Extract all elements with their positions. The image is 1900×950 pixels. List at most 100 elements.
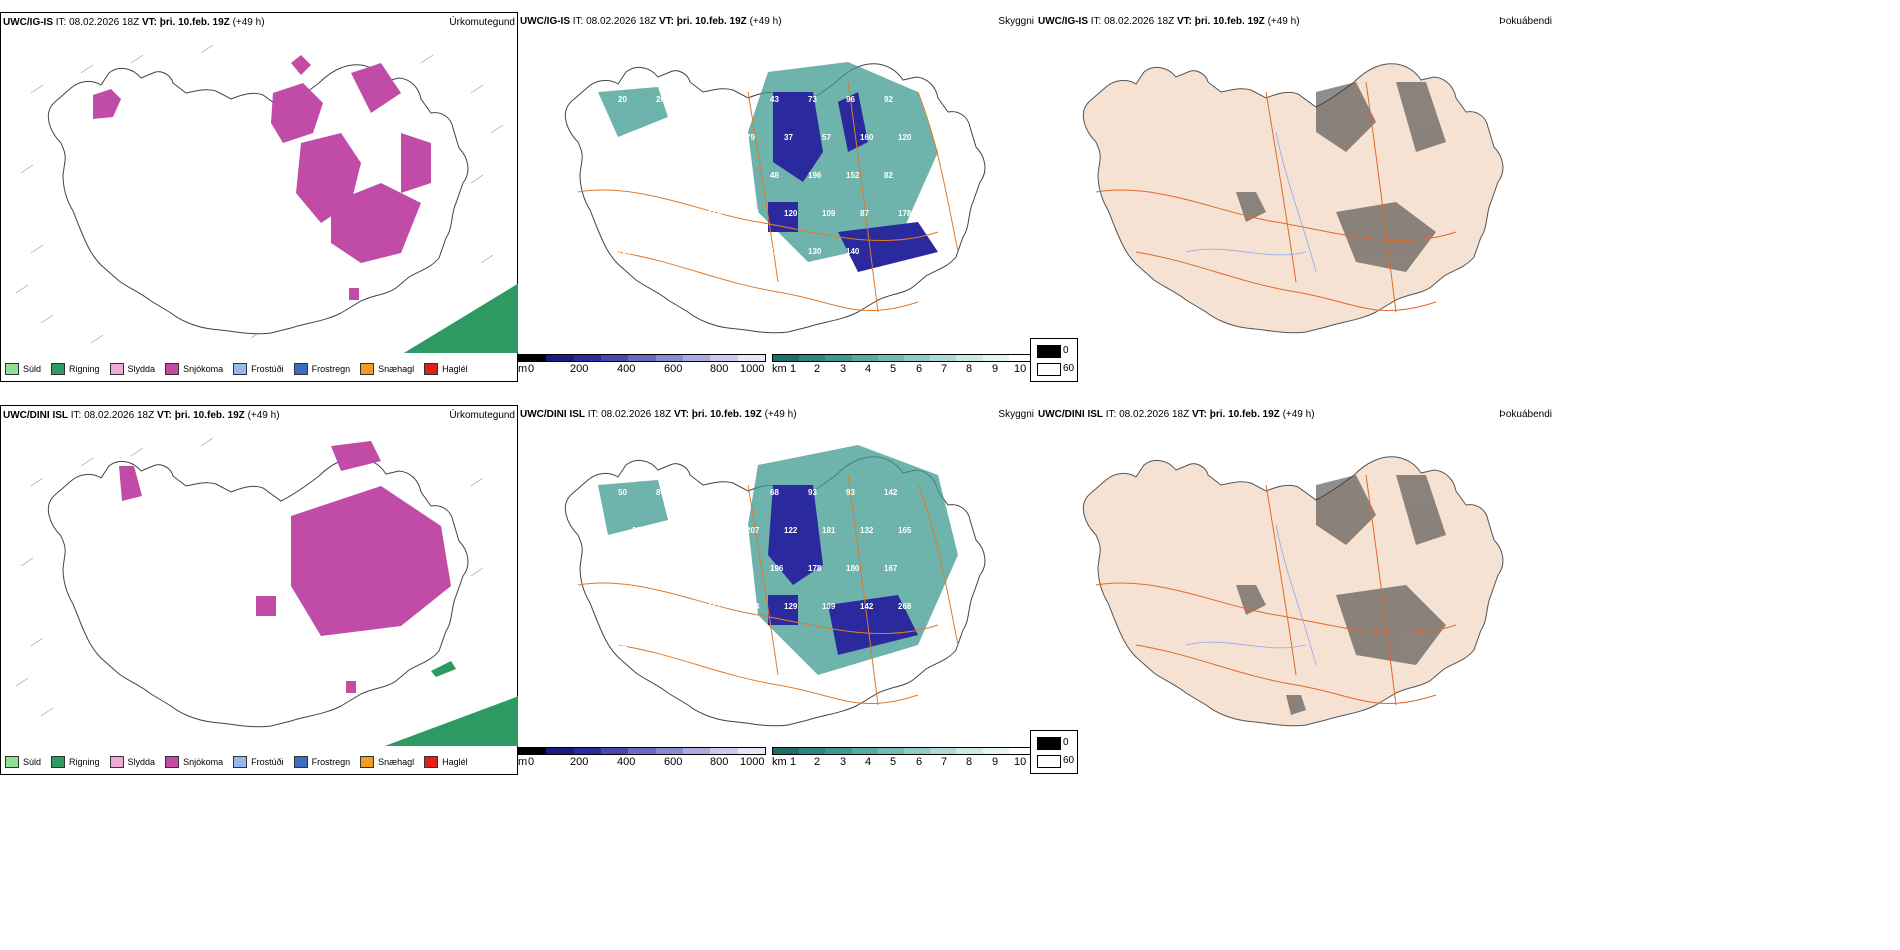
cloudbase-label: 118 (708, 209, 721, 218)
visibility-ticks: km 1 2 3 4 5 6 7 8 9 10 (772, 363, 1027, 375)
fog-map (1082, 63, 1504, 334)
cloudbase-label: 160 (860, 133, 874, 142)
legend-item: Haglél (424, 363, 468, 375)
cloudbase-ticks: m 0 200 400 600 800 1000 (518, 363, 765, 375)
cloudbase-label: 111 (732, 640, 745, 649)
cloudbase-label: 139 (822, 602, 836, 611)
model-name: UWC/DINI ISL (3, 410, 68, 421)
init-time: 08.02.2026 18Z (69, 17, 140, 28)
cloudbase-label: 178 (898, 209, 912, 218)
cloudbase-label: 147 (618, 564, 632, 573)
cloudbase-label: 327 (618, 171, 632, 180)
cloudbase-label: 122 (784, 526, 798, 535)
cloudbase-label: 73 (808, 95, 817, 104)
cloudbase-label: 503 (670, 602, 684, 611)
visibility-map: 20 20 94 42 43 73 96 92 91 72 6 79 37 57 160 120 327 245 2… (564, 62, 986, 334)
cloudbase-label: 145 (694, 640, 708, 649)
cloudbase-label: 178 (808, 564, 822, 573)
legend-item: Frostúði (233, 363, 284, 375)
scales: m 0 200 400 600 800 1000 km 1 2 3 4 5 6 … (518, 354, 1036, 380)
fog-panel-top: UWC/IG-IS IT: 08.02.2026 18Z VT: þri. 10… (1036, 12, 1554, 382)
cloudbase-label: 37 (784, 133, 793, 142)
visibility-map: 50 87 75 101 68 93 93 142 285 96 211 207 122 181 132 16… (564, 445, 986, 727)
fog-key-top: 0 60 (1030, 338, 1078, 382)
scales: m 0 200 400 600 800 1000 km 1 2 3 4 5 6 … (518, 747, 1036, 773)
precip-type-panel-top: UWC/IG-IS IT: 08.02.2026 18Z VT: þri. 10… (0, 12, 519, 382)
cloudbase-label: 57 (822, 133, 831, 142)
cloudbase-label: 181 (822, 526, 836, 535)
cloudbase-label: 91 (632, 133, 641, 142)
cloudbase-label: 180 (846, 564, 860, 573)
panel-header: UWC/IG-IS IT: 08.02.2026 18Z VT: þri. 10… (520, 16, 1034, 27)
cloudbase-label: 120 (898, 133, 912, 142)
cloudbase-label: 486 (670, 209, 684, 218)
cloudbase-label: 82 (618, 640, 627, 649)
cloudbase-scale (518, 354, 766, 362)
cloudbase-label: 142 (860, 602, 874, 611)
panel-title: Þokuábendi (1499, 16, 1552, 27)
cloudbase-label: 42 (732, 95, 741, 104)
cloudbase-label: 130 (808, 247, 822, 256)
cloudbase-label: 13 (732, 247, 741, 256)
legend-item: Haglél (424, 756, 468, 768)
visibility-scale (772, 354, 1036, 362)
fog-key-bottom: 0 60 (1030, 730, 1078, 774)
cloudbase-label: 93 (808, 488, 817, 497)
precip-type-panel-bottom: UWC/DINI ISL IT: 08.02.2026 18Z VT: þri.… (0, 405, 519, 775)
cloudbase-label: 43 (770, 95, 779, 104)
cloudbase-label: 140 (846, 247, 860, 256)
cloudbase-label: 101 (732, 488, 746, 497)
cloudbase-label: 117 (746, 209, 759, 218)
cloudbase-label: 92 (884, 95, 893, 104)
valid-time: þri. 10.feb. 19Z (159, 17, 230, 28)
cloudbase-label: 75 (694, 488, 703, 497)
cloudbase-label: 242 (656, 564, 670, 573)
cloudbase-label: 6 (708, 133, 713, 142)
init-time: 08.02.2026 18Z (84, 410, 155, 421)
cloudbase-label: 87 (656, 488, 665, 497)
cloudbase-label: 196 (770, 564, 784, 573)
cloudbase-label: 96 (670, 526, 679, 535)
precip-map (15, 44, 519, 353)
cloudbase-label: 96 (846, 95, 855, 104)
legend-item: Snæhagl (360, 363, 414, 375)
panel-title: Úrkomutegund (449, 410, 515, 421)
cloudbase-label: 93 (846, 488, 855, 497)
cloudbase-label: 48 (770, 171, 779, 180)
cloudbase-label: 186 (732, 564, 746, 573)
cloudbase-label: 124 (746, 602, 760, 611)
panel-title: Úrkomutegund (449, 17, 515, 28)
cloudbase-label: 129 (784, 602, 798, 611)
legend-item: Rigning (51, 363, 100, 375)
cloudbase-label: 79 (632, 209, 641, 218)
cloudbase-label: 17 (770, 247, 779, 256)
legend-item: Slydda (109, 756, 155, 768)
legend-item: Frostúði (233, 756, 284, 768)
cloudbase-label: 82 (884, 171, 893, 180)
valid-time: þri. 10.feb. 19Z (174, 410, 245, 421)
cloudbase-label: 20 (656, 95, 665, 104)
cloudbase-scale (518, 747, 766, 755)
legend-item: Snjókoma (165, 756, 223, 768)
visibility-ticks: km 1 2 3 4 5 6 7 8 9 10 (772, 756, 1027, 768)
visibility-scale (772, 747, 1036, 755)
panel-header: UWC/IG-IS IT: 08.02.2026 18Z VT: þri. 10… (1038, 16, 1552, 27)
cloudbase-label: 94 (694, 95, 703, 104)
cloudbase-label: 91 (694, 247, 703, 256)
cloudbase-label: 285 (632, 526, 646, 535)
cloudbase-label: 142 (884, 488, 898, 497)
panel-title: Skyggni (998, 409, 1034, 420)
cloudbase-label: 109 (822, 209, 836, 218)
cloudbase-label: 167 (884, 564, 898, 573)
visibility-panel-bottom: UWC/DINI ISL IT: 08.02.2026 18Z VT: þri.… (518, 405, 1036, 775)
cloudbase-label: 275 (632, 602, 646, 611)
model-name: UWC/IG-IS (3, 17, 53, 28)
cloudbase-ticks: m 0 200 400 600 800 1000 (518, 756, 765, 768)
cloudbase-label: 211 (708, 526, 721, 535)
legend-item: Snjókoma (165, 363, 223, 375)
fog-panel-bottom: UWC/DINI ISL IT: 08.02.2026 18Z VT: þri.… (1036, 405, 1554, 775)
cloudbase-label: 444 (656, 640, 670, 649)
legend-item: Rigning (51, 756, 100, 768)
legend-item: Súld (5, 756, 41, 768)
panel-header: UWC/DINI ISL IT: 08.02.2026 18Z VT: þri.… (520, 409, 1034, 420)
